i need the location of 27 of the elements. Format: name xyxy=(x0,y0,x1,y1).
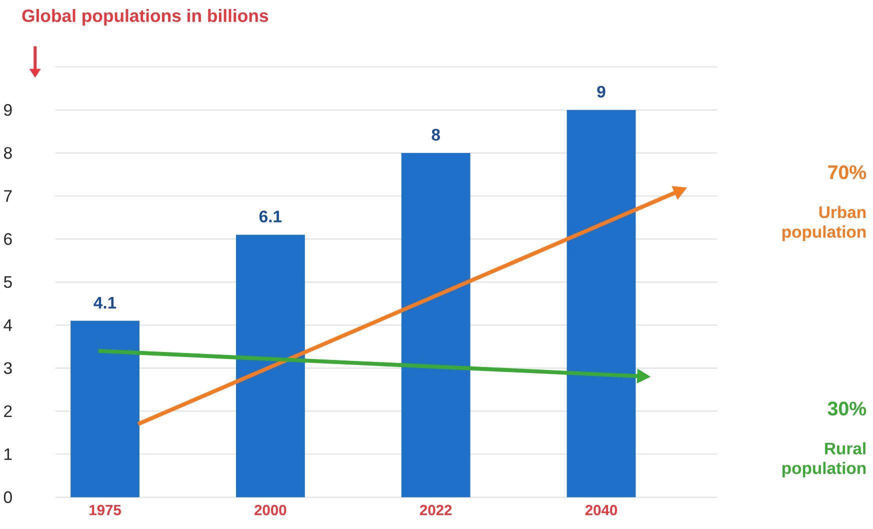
x-tick-label: 2040 xyxy=(585,505,618,516)
text: Urban population xyxy=(782,206,866,242)
bar xyxy=(70,320,140,498)
y-tick-label: 9 xyxy=(4,104,12,116)
y-tick-label: 4 xyxy=(4,320,12,331)
data-label: 8 xyxy=(432,129,440,141)
x-tick-label: 2000 xyxy=(254,505,286,516)
y-tick-label: 1 xyxy=(4,448,12,460)
bar xyxy=(236,234,305,498)
text: Rural population xyxy=(782,442,866,478)
bar xyxy=(566,110,636,498)
bar xyxy=(401,153,470,498)
y-tick-label: 5 xyxy=(4,276,12,288)
x-tick-label: 2022 xyxy=(420,505,452,516)
y-tick-label: 6 xyxy=(4,233,12,246)
data-label: 9 xyxy=(597,86,606,98)
y-tick-label: 0 xyxy=(4,491,12,504)
y-tick-label: 3 xyxy=(4,362,12,374)
data-label: 4.1 xyxy=(94,297,116,309)
y-tick-label: 2 xyxy=(4,405,12,418)
x-tick-label: 1975 xyxy=(90,505,121,516)
data-label: 6.1 xyxy=(259,210,282,223)
y-tick-label: 8 xyxy=(4,147,12,160)
text: 70% xyxy=(828,165,866,180)
chart-title: Global populations in billions xyxy=(22,9,268,26)
text: 30% xyxy=(828,402,866,416)
y-tick-label: 7 xyxy=(4,190,12,202)
